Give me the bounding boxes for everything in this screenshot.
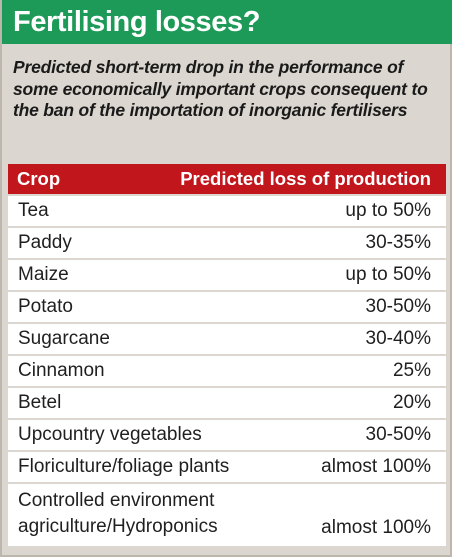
crop-cell: Upcountry vegetables [18, 424, 202, 445]
table-header: Crop Predicted loss of production [8, 164, 446, 194]
infographic-subtitle: Predicted short-term drop in the perform… [13, 57, 428, 120]
table-row: Potato 30-50% [8, 292, 446, 322]
loss-cell: 25% [392, 360, 431, 381]
loss-column-header: Predicted loss of production [180, 168, 431, 189]
infographic-title: Fertilising losses? [13, 6, 261, 38]
title-bar: Fertilising losses? [2, 0, 452, 44]
loss-cell: up to 50% [345, 264, 431, 285]
crop-cell: Cinnamon [18, 360, 105, 381]
loss-cell: 30-50% [365, 424, 432, 445]
table-row: Sugarcane 30-40% [8, 324, 446, 354]
loss-cell: 30-40% [365, 328, 432, 349]
crop-cell: Floriculture/foliage plants [18, 456, 230, 477]
loss-cell: almost 100% [321, 517, 431, 538]
loss-cell: 30-35% [365, 232, 432, 253]
table-row: Controlled environment agriculture/Hydro… [8, 484, 446, 546]
table-row: Floriculture/foliage plants almost 100% [8, 452, 446, 482]
crop-cell: Potato [18, 296, 73, 317]
loss-cell: 20% [392, 392, 431, 413]
crop-cell: Betel [18, 392, 62, 413]
loss-cell: up to 50% [345, 200, 431, 221]
crop-cell: Maize [18, 264, 69, 285]
crop-cell: Tea [18, 200, 49, 221]
table-row: Cinnamon 25% [8, 356, 446, 386]
table-row: Maize up to 50% [8, 260, 446, 290]
crop-cell: Paddy [18, 232, 72, 253]
crop-cell: Controlled environment agriculture/Hydro… [18, 490, 218, 537]
table-row: Betel 20% [8, 388, 446, 418]
table-row: Tea up to 50% [8, 196, 446, 226]
crop-column-header: Crop [17, 168, 61, 189]
loss-cell: almost 100% [321, 456, 431, 477]
table-row: Upcountry vegetables 30-50% [8, 420, 446, 450]
table-row: Paddy 30-35% [8, 228, 446, 258]
loss-cell: 30-50% [365, 296, 432, 317]
crop-loss-table: Tea up to 50% Paddy 30-35% Maize up to 5… [8, 196, 446, 548]
crop-cell: Sugarcane [18, 328, 110, 349]
